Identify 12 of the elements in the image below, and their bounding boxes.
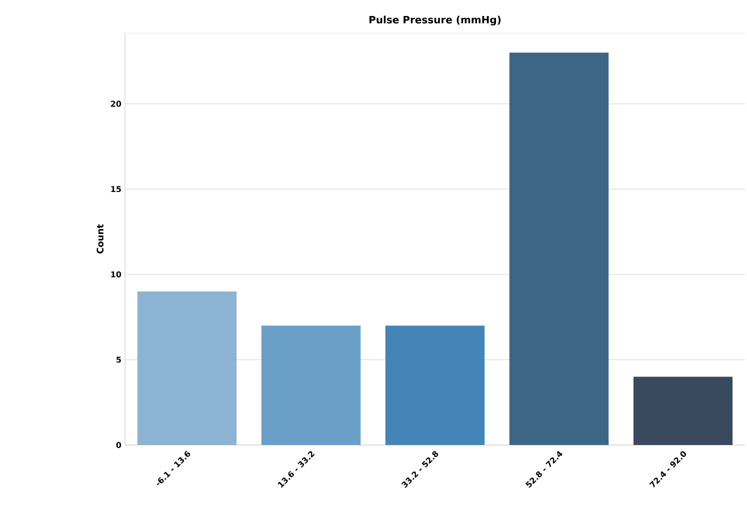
chart-title: Pulse Pressure (mmHg) [369, 16, 501, 26]
y-tick-label: 10 [111, 271, 122, 278]
bar [385, 326, 485, 445]
y-tick-label: 15 [111, 186, 121, 192]
y-axis-title: Count [96, 224, 104, 254]
bar [261, 326, 361, 445]
y-tick-label: 0 [116, 442, 122, 448]
bar [137, 291, 237, 445]
y-tick-label: 20 [110, 100, 122, 107]
bar [633, 376, 733, 445]
y-tick-label: 5 [116, 356, 121, 363]
bar [509, 52, 609, 445]
